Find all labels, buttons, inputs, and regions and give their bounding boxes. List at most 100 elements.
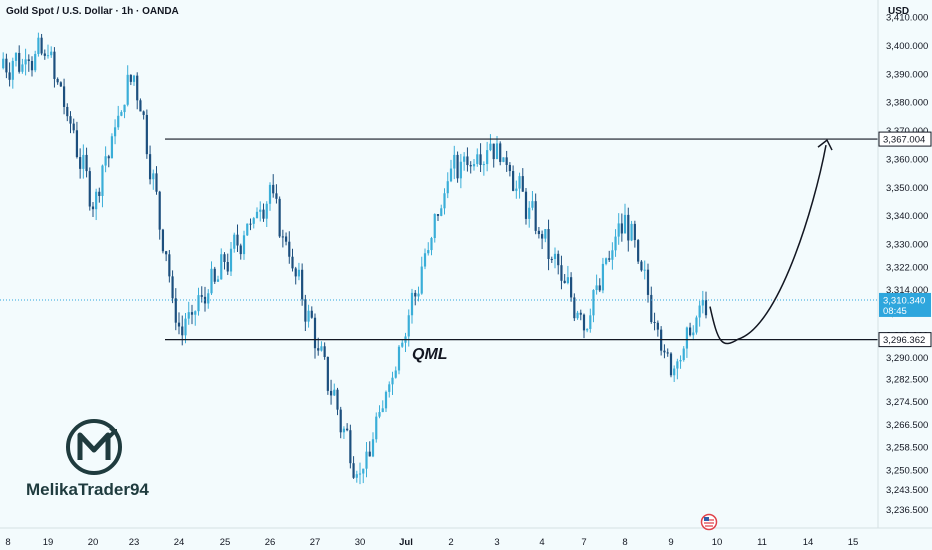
candle-body xyxy=(177,322,181,327)
candle-body xyxy=(272,184,275,194)
candle-body xyxy=(630,223,633,241)
qml-annotation: QML xyxy=(412,346,448,363)
brand-name: MelikaTrader94 xyxy=(26,480,149,499)
candle-body xyxy=(397,346,401,371)
candle-body xyxy=(355,474,358,478)
candle-body xyxy=(242,235,246,255)
candle-body xyxy=(252,218,255,224)
x-tick-label: 2 xyxy=(448,537,453,548)
y-tick-label: 3,290.000 xyxy=(886,353,928,364)
candle-body xyxy=(640,261,643,271)
y-tick-label: 3,340.000 xyxy=(886,211,928,222)
candle-body xyxy=(704,299,708,316)
candle-body xyxy=(592,290,595,316)
candle-body xyxy=(30,60,34,71)
candle-body xyxy=(365,451,368,469)
candle-body xyxy=(79,157,82,169)
candle-body xyxy=(152,173,155,180)
candle-body xyxy=(326,357,329,391)
candle-body xyxy=(420,266,423,294)
candle-body xyxy=(181,326,184,336)
candle-body xyxy=(692,332,695,336)
y-tick-label: 3,266.500 xyxy=(886,420,928,431)
brand-logo-icon xyxy=(66,419,122,475)
candle-body xyxy=(110,136,114,159)
candle-body xyxy=(123,104,126,113)
candle-body xyxy=(407,315,410,337)
candle-body xyxy=(50,51,53,56)
candle-body xyxy=(229,248,233,272)
y-tick-label: 3,236.500 xyxy=(886,505,928,516)
x-tick-label: 11 xyxy=(757,537,767,548)
candle-body xyxy=(378,412,381,417)
x-tick-label: 26 xyxy=(265,537,276,548)
y-tick-label: 3,390.000 xyxy=(886,69,928,80)
candle-body xyxy=(171,276,174,299)
candle-body xyxy=(294,268,297,277)
y-tick-label: 3,274.500 xyxy=(886,397,928,408)
candle-body xyxy=(233,234,236,249)
candle-body xyxy=(120,112,123,116)
projection-curve xyxy=(709,144,827,345)
candle-body xyxy=(187,312,190,319)
countdown-label: 08:45 xyxy=(883,306,907,317)
candle-body xyxy=(586,328,589,331)
currency-label[interactable]: USD xyxy=(888,6,910,17)
x-tick-label: 23 xyxy=(129,537,140,548)
last-price-box xyxy=(879,292,931,317)
candle-body xyxy=(472,164,476,167)
candle-body xyxy=(679,360,682,362)
candle-body xyxy=(531,201,534,208)
y-tick-label: 3,370.000 xyxy=(886,126,928,137)
candle-body xyxy=(430,238,433,251)
candle-body xyxy=(566,277,569,284)
y-tick-label: 3,322.000 xyxy=(886,262,928,273)
x-tick-label: 3 xyxy=(494,537,499,548)
candle-body xyxy=(541,234,544,239)
candle-body xyxy=(476,154,479,165)
candle-body xyxy=(145,114,148,155)
candle-body xyxy=(601,263,605,291)
resistance-label-box xyxy=(878,131,932,147)
candle-body xyxy=(669,353,673,376)
candle-body xyxy=(604,258,608,264)
level-lines xyxy=(0,138,878,341)
candle-body xyxy=(220,254,223,280)
candle-body xyxy=(66,106,69,117)
y-tick-label: 3,410.000 xyxy=(886,13,928,24)
candle-body xyxy=(88,171,91,207)
candle-body xyxy=(104,156,107,166)
us-flag-icon[interactable] xyxy=(700,513,718,531)
x-tick-label: Jul xyxy=(399,537,413,548)
candle-body xyxy=(190,312,194,315)
candle-body xyxy=(158,191,161,230)
candle-body xyxy=(560,265,563,281)
candle-body xyxy=(268,184,272,204)
time-axis[interactable]: 8 19 20 23 24 25 26 27 30 Jul 2 3 4 7 8 9 10 11 14 15 xyxy=(0,527,932,548)
x-tick-label: 19 xyxy=(43,537,54,548)
candle-body xyxy=(479,154,482,165)
candle-body xyxy=(284,236,288,242)
candle-body xyxy=(56,78,59,83)
candle-body xyxy=(184,318,187,336)
candle-body xyxy=(46,55,50,57)
candle-body xyxy=(650,294,653,322)
candle-body xyxy=(226,262,229,272)
x-tick-label: 20 xyxy=(88,537,99,548)
candle-body xyxy=(534,201,537,231)
price-axis[interactable]: 3,410.000 3,400.000 3,390.000 3,380.000 3,37… xyxy=(877,0,928,528)
candle-body xyxy=(313,317,317,349)
candle-body xyxy=(666,352,669,354)
candle-body xyxy=(2,58,5,69)
candle-body xyxy=(213,268,216,282)
candle-body xyxy=(11,60,14,80)
candle-body xyxy=(589,315,592,329)
x-tick-label: 30 xyxy=(355,537,366,548)
candle-body xyxy=(410,292,414,316)
candle-body xyxy=(265,203,268,219)
candle-body xyxy=(342,428,346,433)
candle-body xyxy=(62,86,66,107)
candle-body xyxy=(349,430,352,464)
candle-body xyxy=(72,123,75,131)
